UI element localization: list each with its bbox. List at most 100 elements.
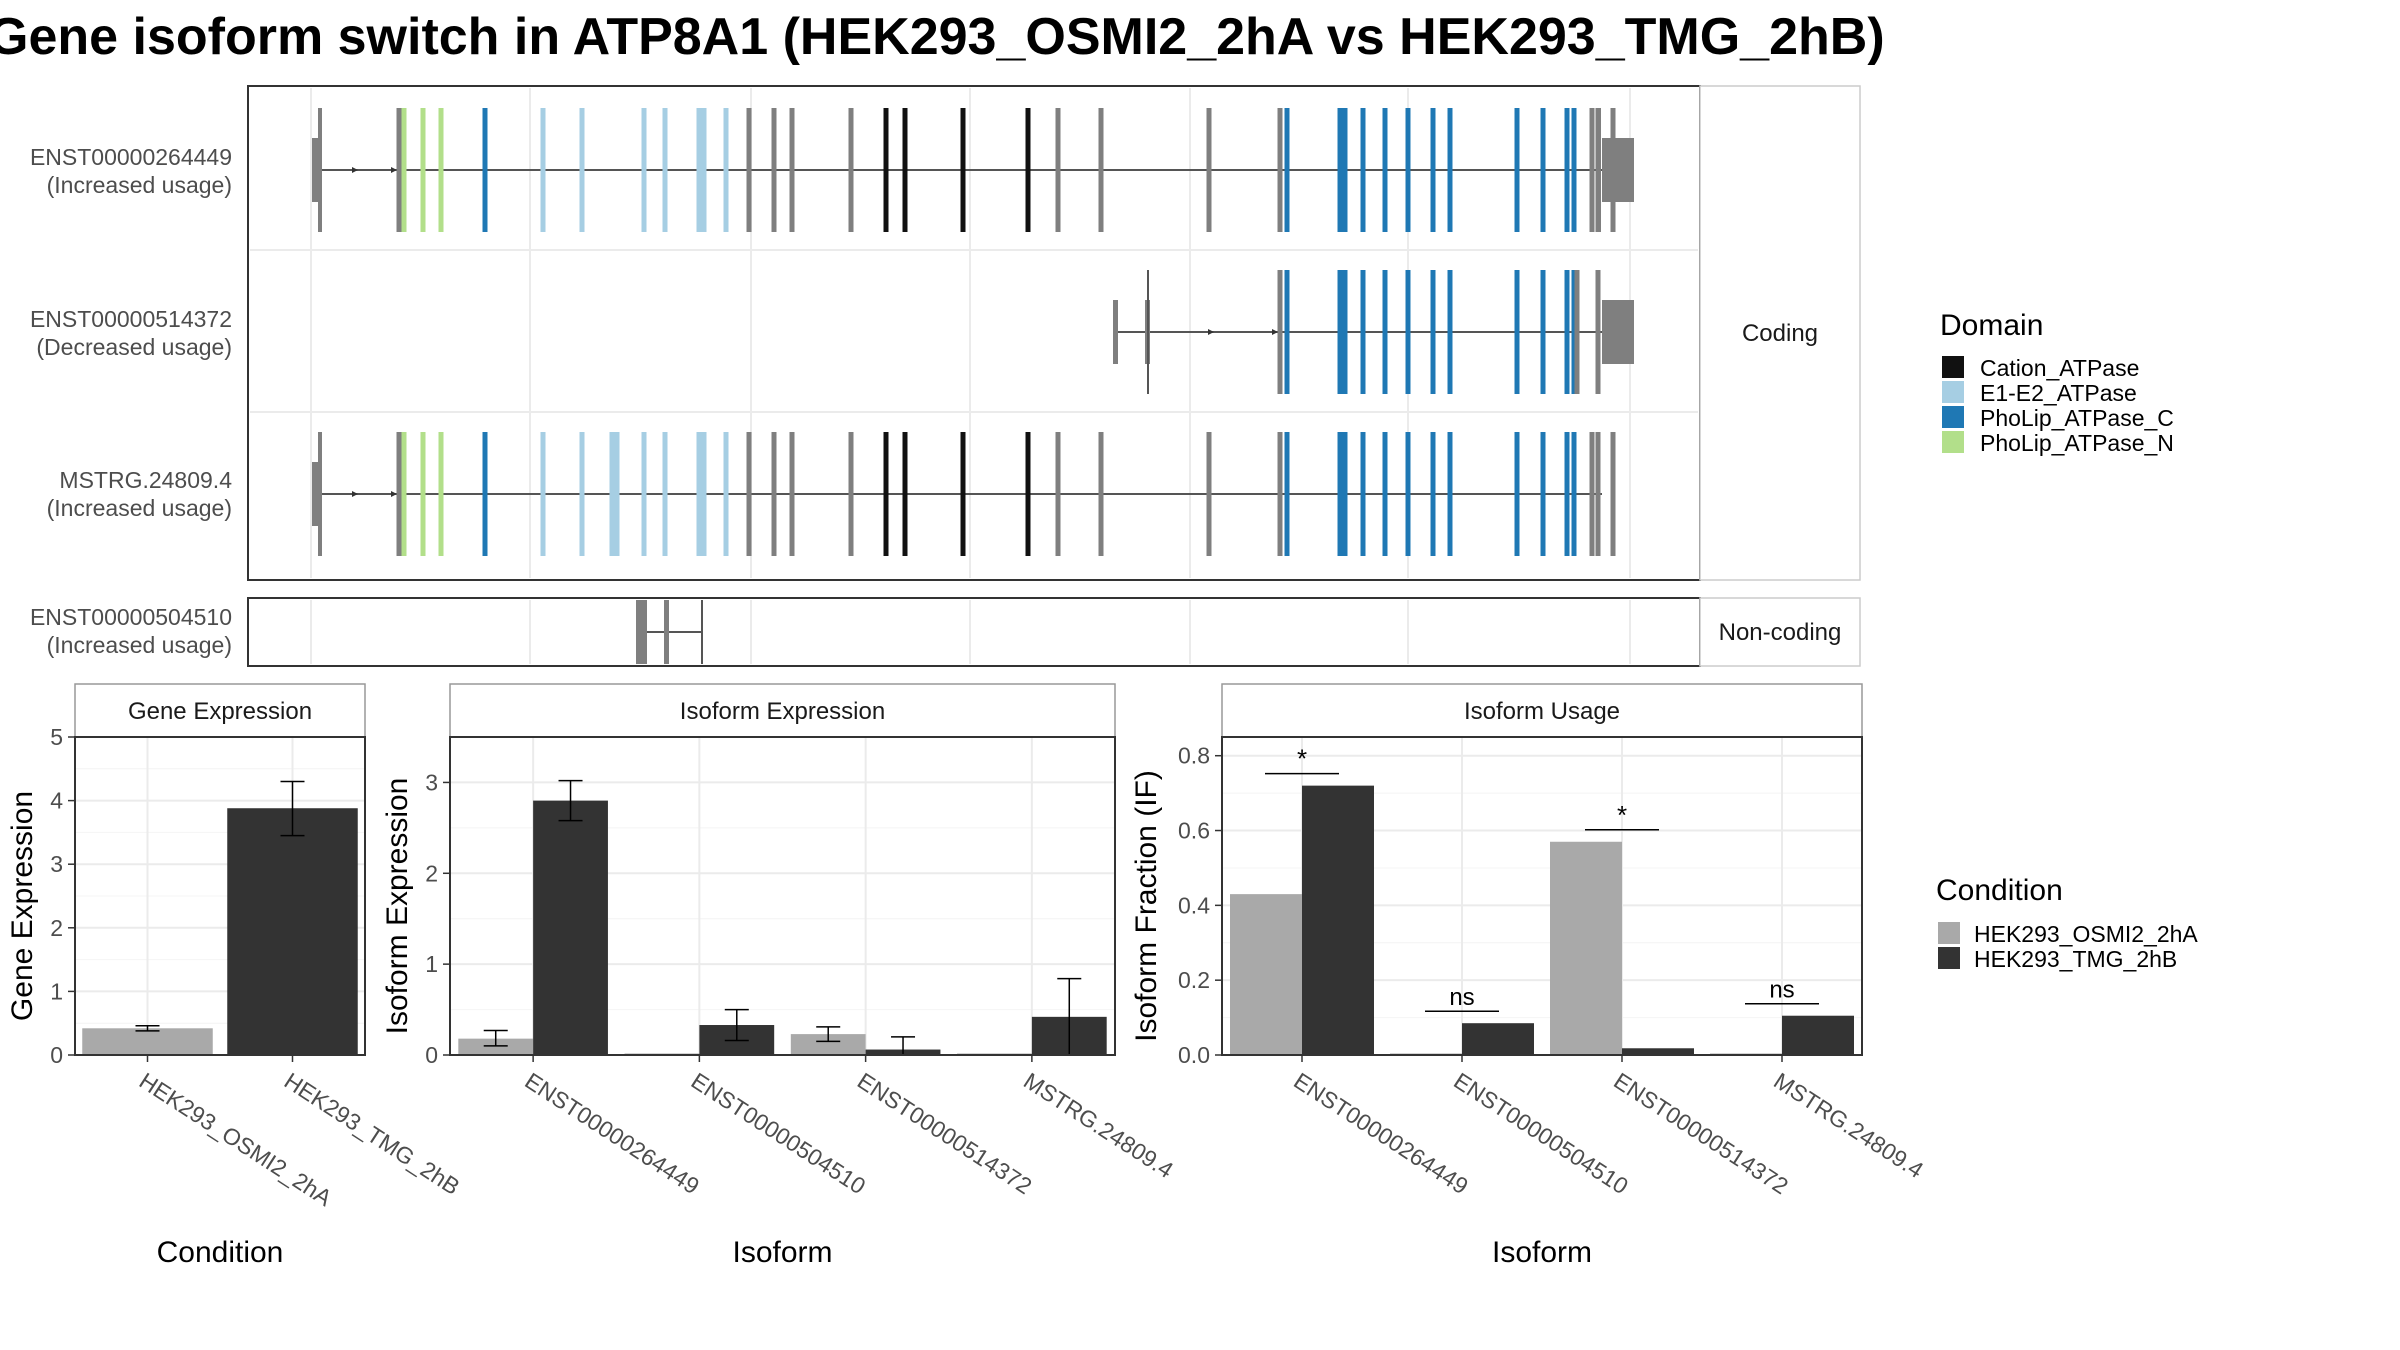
exon-block	[902, 108, 908, 232]
y-tick-label: 2	[50, 915, 63, 941]
exon-block	[636, 600, 647, 664]
exon-block	[789, 432, 795, 556]
bar	[1462, 1023, 1534, 1055]
panel-strip	[74, 683, 366, 738]
exon-block	[540, 108, 546, 232]
y-tick-label: 3	[50, 851, 63, 877]
exon-block	[1564, 432, 1570, 556]
domain-legend-title: Domain	[1940, 309, 2043, 342]
exon-block	[318, 108, 322, 232]
exon-block	[960, 108, 966, 232]
bar	[1302, 785, 1374, 1055]
exon-block	[1337, 432, 1343, 556]
exon-block	[1514, 270, 1520, 394]
exon-block	[614, 432, 620, 556]
exon-block	[482, 432, 488, 556]
bar	[458, 1038, 534, 1055]
exon-block	[771, 432, 777, 556]
exon-block	[438, 108, 444, 232]
exon-block	[1342, 432, 1348, 556]
exon-block	[641, 108, 647, 232]
exon-block	[1113, 300, 1118, 364]
x-axis-title: Isoform	[732, 1236, 832, 1269]
exon-block	[1540, 432, 1546, 556]
exon-block	[1098, 432, 1104, 556]
exon-block	[1430, 108, 1436, 232]
coding-strip	[1699, 85, 1861, 581]
y-tick-label: 0.6	[1178, 818, 1210, 844]
legend-swatch-pholip-c	[1942, 406, 1964, 428]
y-tick-label: 3	[425, 769, 438, 795]
exon-block	[1514, 108, 1520, 232]
strand-arrow	[352, 167, 358, 173]
exon-block	[1025, 108, 1031, 232]
exon-block	[420, 108, 426, 232]
exon-block	[1360, 108, 1366, 232]
exon-block	[1602, 138, 1634, 202]
exon-block	[723, 432, 729, 556]
exon-block	[1447, 108, 1453, 232]
x-tick-label: ENST00000264449	[1289, 1067, 1473, 1199]
bar	[1230, 894, 1302, 1055]
bar	[790, 1034, 866, 1055]
y-tick-label: 1	[50, 978, 63, 1004]
exon-block	[883, 432, 889, 556]
exon-block	[1564, 108, 1570, 232]
exon-block	[1405, 432, 1411, 556]
exon-block	[902, 432, 908, 556]
exon-block	[1284, 432, 1290, 556]
exon-block	[1595, 270, 1601, 394]
x-tick-label: MSTRG.24809.4	[1769, 1067, 1928, 1183]
track-label-note: (Increased usage)	[47, 495, 232, 521]
isoform-expression-panel: Isoform Expression0123ENST00000264449ENS…	[381, 683, 1178, 1269]
exon-block	[1571, 108, 1577, 232]
y-tick-label: 1	[425, 951, 438, 977]
y-axis-title: Isoform Fraction (IF)	[1130, 770, 1163, 1042]
exon-block	[540, 432, 546, 556]
strand-arrow	[391, 167, 397, 173]
strand-arrow	[1208, 329, 1214, 335]
significance-label: ns	[1449, 984, 1474, 1011]
plot-frame	[1221, 736, 1863, 1056]
panel-title: Isoform Expression	[680, 698, 885, 725]
exon-block	[1360, 270, 1366, 394]
exon-block	[723, 108, 729, 232]
legend-item-label: PhoLip_ATPase_N	[1980, 430, 2174, 456]
noncoding-strip	[1699, 597, 1861, 667]
exon-block	[1596, 108, 1601, 232]
exon-block	[1055, 432, 1061, 556]
bar	[82, 1028, 213, 1055]
exon-block	[1342, 270, 1348, 394]
y-tick-label: 0.0	[1178, 1042, 1210, 1068]
panel-title: Gene Expression	[128, 698, 312, 725]
panel-strip	[1221, 683, 1863, 738]
legend-item-label: Cation_ATPase	[1980, 355, 2139, 381]
bar	[227, 808, 358, 1055]
exon-block	[1447, 432, 1453, 556]
exon-block	[746, 432, 752, 556]
condition-legend-title: Condition	[1936, 874, 2063, 907]
exon-block	[1589, 432, 1595, 556]
exon-block	[1206, 108, 1212, 232]
legend-item-label: HEK293_OSMI2_2hA	[1974, 921, 2198, 947]
exon-block	[696, 432, 702, 556]
strand-arrow	[391, 491, 397, 497]
exon-block	[318, 432, 322, 556]
exon-block	[662, 432, 668, 556]
structure-tracks	[312, 108, 1634, 664]
exon-block	[1284, 270, 1290, 394]
noncoding-panel-frame	[247, 597, 1701, 667]
legend-swatch-cation	[1942, 356, 1964, 378]
exon-block	[1514, 432, 1520, 556]
exon-block	[960, 432, 966, 556]
y-tick-label: 0.2	[1178, 967, 1210, 993]
exon-block	[641, 432, 647, 556]
bar	[1782, 1015, 1854, 1055]
exon-block	[1430, 270, 1436, 394]
exon-block	[1277, 108, 1283, 232]
exon-block	[848, 108, 854, 232]
exon-block	[1589, 108, 1595, 232]
bar	[1550, 841, 1622, 1055]
track-label-id: ENST00000504510	[30, 604, 232, 630]
legend-item-label: HEK293_TMG_2hB	[1974, 946, 2177, 972]
